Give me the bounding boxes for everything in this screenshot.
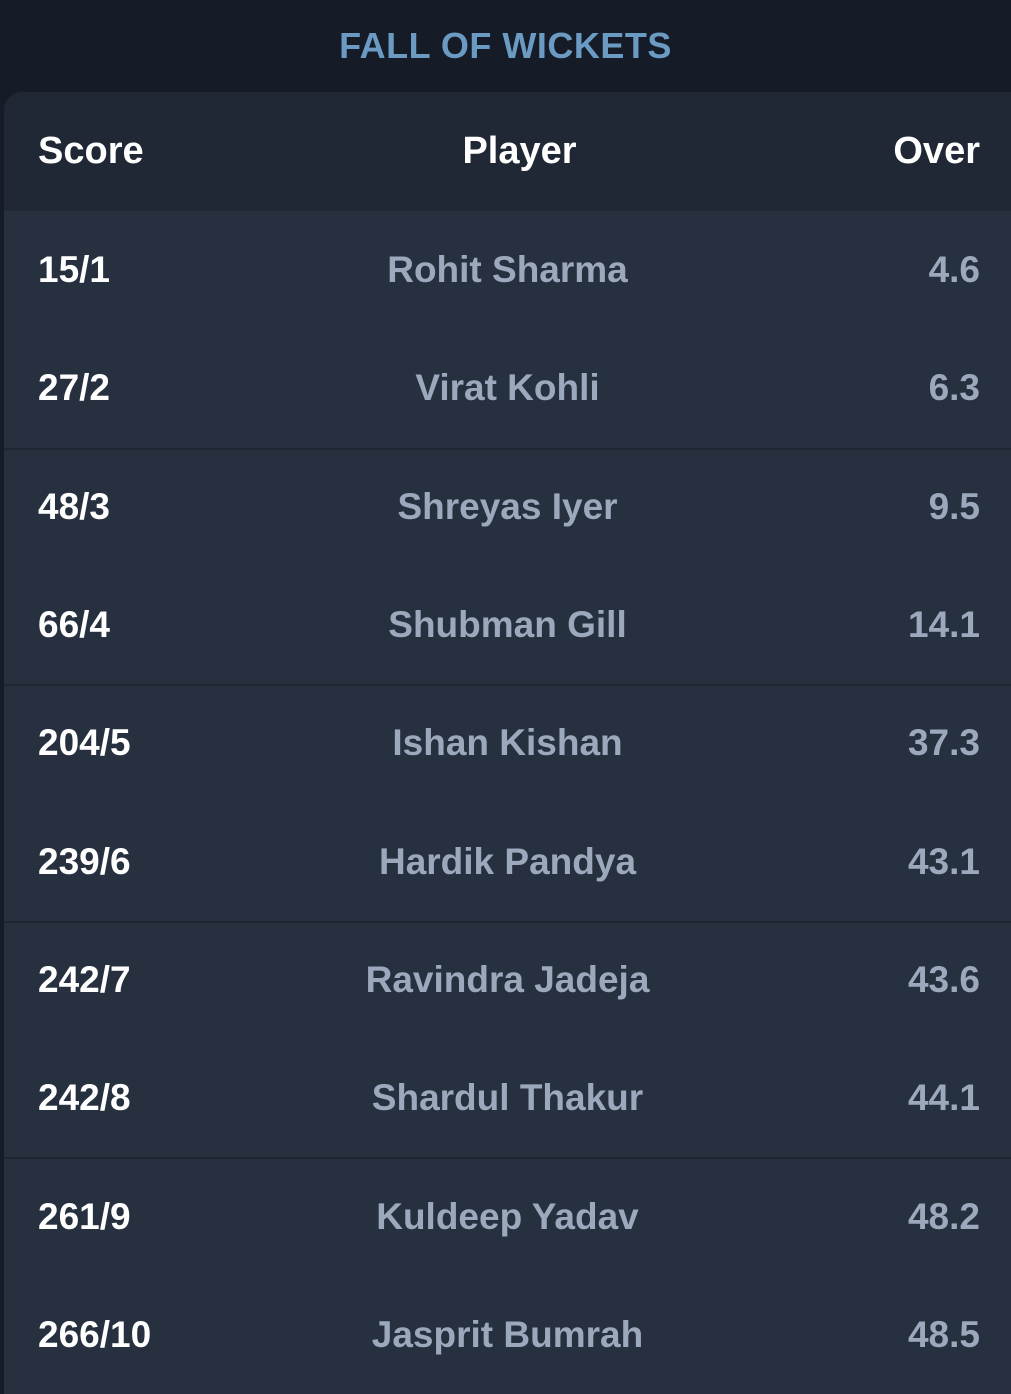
wicket-over: 48.5 [907, 1313, 980, 1355]
player-cell: Hardik Pandya [4, 841, 1011, 883]
wicket-over: 43.1 [907, 840, 980, 882]
table-row: 204/5 Ishan Kishan 37.3 [4, 684, 1011, 802]
wicket-score: 242/8 [38, 1077, 131, 1119]
player-name[interactable]: Jasprit Bumrah [371, 1313, 644, 1355]
section-title: FALL OF WICKETS [339, 25, 672, 66]
column-header-player-cell: Player [4, 130, 1011, 173]
wicket-score: 204/5 [38, 722, 131, 764]
wicket-score: 242/7 [38, 958, 131, 1000]
player-cell: Shubman Gill [4, 604, 1011, 646]
player-name[interactable]: Kuldeep Yadav [376, 1195, 639, 1237]
player-name[interactable]: Shardul Thakur [371, 1077, 644, 1119]
player-name[interactable]: Shubman Gill [388, 604, 627, 646]
player-cell: Virat Kohli [4, 367, 1011, 409]
wicket-over: 14.1 [907, 604, 980, 646]
wicket-score: 66/4 [38, 604, 111, 646]
wicket-score: 239/6 [38, 840, 131, 882]
column-header-player: Player [462, 130, 577, 172]
wicket-score: 15/1 [38, 249, 111, 291]
column-header-over: Over [893, 130, 980, 172]
table-row: 15/1 Rohit Sharma 4.6 [4, 211, 1011, 329]
wicket-over: 37.3 [907, 722, 980, 764]
player-cell: Shardul Thakur [4, 1077, 1011, 1119]
player-name[interactable]: Hardik Pandya [378, 840, 637, 882]
wicket-over: 43.6 [907, 958, 980, 1000]
wicket-score: 266/10 [38, 1313, 152, 1355]
table-row: 242/8 Shardul Thakur 44.1 [4, 1039, 1011, 1157]
player-cell: Rohit Sharma [4, 249, 1011, 291]
table-row: 27/2 Virat Kohli 6.3 [4, 329, 1011, 447]
player-cell: Ishan Kishan [4, 722, 1011, 764]
player-name[interactable]: Ravindra Jadeja [365, 958, 650, 1000]
wicket-over: 4.6 [928, 249, 980, 291]
table-header: Score Player Over [4, 92, 1011, 211]
table-row: 242/7 Ravindra Jadeja 43.6 [4, 920, 1011, 1039]
player-name[interactable]: Shreyas Iyer [397, 485, 618, 527]
player-cell: Ravindra Jadeja [4, 959, 1011, 1001]
wicket-score: 261/9 [38, 1195, 131, 1237]
player-name[interactable]: Virat Kohli [415, 367, 600, 409]
wicket-over: 44.1 [907, 1077, 980, 1119]
table-row: 239/6 Hardik Pandya 43.1 [4, 802, 1011, 920]
wicket-score: 27/2 [38, 367, 111, 409]
player-name[interactable]: Ishan Kishan [392, 722, 623, 764]
wicket-over: 6.3 [928, 367, 980, 409]
wicket-over: 9.5 [928, 485, 980, 527]
wicket-over: 48.2 [907, 1195, 980, 1237]
player-cell: Kuldeep Yadav [4, 1196, 1011, 1238]
table-row: 48/3 Shreyas Iyer 9.5 [4, 447, 1011, 566]
player-cell: Jasprit Bumrah [4, 1314, 1011, 1356]
fall-of-wickets-table: Score Player Over 15/1 Rohit Sharma 4.6 … [4, 92, 1011, 1394]
player-name[interactable]: Rohit Sharma [387, 249, 628, 291]
table-row: 66/4 Shubman Gill 14.1 [4, 566, 1011, 684]
table-row: 266/10 Jasprit Bumrah 48.5 [4, 1276, 1011, 1394]
column-header-score: Score [38, 130, 144, 172]
wicket-score: 48/3 [38, 485, 111, 527]
player-cell: Shreyas Iyer [4, 486, 1011, 528]
table-row: 261/9 Kuldeep Yadav 48.2 [4, 1157, 1011, 1275]
